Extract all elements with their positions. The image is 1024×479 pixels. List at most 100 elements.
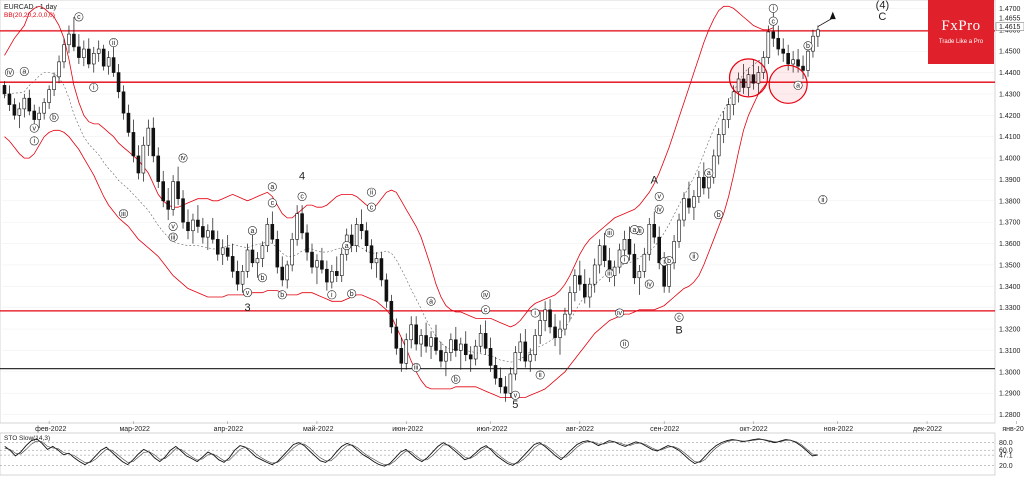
wave-degree-label: 4 (299, 170, 305, 182)
candle-body (439, 350, 443, 362)
wave-label-ring (714, 210, 724, 220)
wave-label: b (350, 291, 354, 298)
wave-label: i (33, 138, 35, 145)
wave-label-ring (535, 370, 545, 380)
candle-body (468, 354, 473, 360)
candle-body (305, 232, 309, 253)
candle-body (315, 260, 319, 268)
wave-label-ring (619, 255, 629, 265)
candle-body (498, 377, 503, 388)
candle-body (449, 339, 453, 353)
wave-label: v (246, 290, 250, 297)
candle-body (632, 253, 637, 279)
candle-body (245, 249, 250, 272)
candle-body (7, 93, 12, 105)
wave-label-ring (168, 232, 178, 242)
wave-label-ring (426, 296, 436, 306)
candle-body (176, 181, 180, 199)
highlight-circle (728, 58, 769, 98)
candle-body (349, 234, 354, 247)
candle-body (151, 127, 156, 157)
time-tick-label: авг-2022 (566, 426, 594, 433)
candle-body (637, 271, 642, 279)
candle-body (280, 266, 285, 281)
time-tick-label: июн-2022 (392, 426, 423, 433)
candle-body (424, 335, 428, 347)
wave-label-ring (277, 290, 287, 300)
candle-body (389, 300, 394, 328)
candle-body (196, 219, 200, 227)
highlight-circle (768, 64, 808, 104)
candle-body (87, 48, 91, 65)
candle-body (523, 341, 528, 362)
wave-label-ring (619, 339, 629, 349)
candle-body (156, 155, 161, 182)
candle-body (52, 76, 56, 90)
candle-body (22, 97, 27, 110)
wave-label-ring (267, 182, 277, 192)
candle-body (141, 144, 146, 174)
wave-label-ring (768, 16, 778, 26)
candle-body (131, 132, 136, 157)
candle-body (796, 59, 800, 67)
wave-label-ring (109, 38, 119, 48)
candle-body (573, 275, 577, 294)
wave-label: a (251, 228, 255, 235)
wave-label-ring (367, 202, 377, 212)
wave-label-ring (119, 209, 129, 219)
wave-label: i (772, 6, 774, 13)
wave-label-ring (605, 228, 615, 238)
time-tick-label: сен-2022 (650, 426, 679, 433)
candle-body (771, 31, 776, 39)
candle-body (285, 264, 289, 281)
candle-body (463, 343, 468, 356)
wave-label: v (32, 125, 36, 132)
candle-body (587, 283, 592, 298)
candle-body (642, 253, 647, 272)
wave-label-ring (654, 204, 664, 214)
candle-body (776, 38, 781, 50)
wave-degree-label: 5 (512, 399, 518, 411)
wave-label: a (707, 170, 711, 177)
wave-degree-label: 3 (244, 302, 250, 314)
wave-label: b (717, 212, 721, 219)
current-price-label: 1.4615 (999, 24, 1021, 31)
wave-label: iv (647, 281, 653, 288)
candle-body (493, 365, 498, 379)
wave-label-ring (510, 390, 520, 400)
candle-body (409, 324, 413, 341)
wave-label-ring (247, 226, 257, 236)
wave-label-ring (74, 12, 84, 22)
candle-body (374, 258, 379, 264)
candle-body (37, 112, 41, 120)
wave-label-ring (297, 191, 307, 201)
price-tick-label: 1.3100 (999, 348, 1021, 355)
time-tick-label: фев-2022 (35, 426, 66, 433)
wave-label-ring (481, 290, 491, 300)
wave-label: iii (171, 234, 176, 241)
candle-body (96, 48, 101, 54)
candle-body (419, 335, 423, 345)
candle-body (746, 74, 751, 88)
time-tick-label: дек-2022 (913, 426, 942, 433)
wave-label-ring (29, 136, 39, 146)
wave-label: iv (483, 292, 489, 299)
price-tick-label: 1.3400 (999, 284, 1021, 291)
candle-body (726, 104, 731, 120)
wave-label-ring (411, 362, 421, 372)
candle-body (265, 224, 270, 247)
candle-body (478, 333, 483, 347)
candle-body (369, 245, 374, 264)
candle-body (647, 224, 652, 255)
candle-body (801, 65, 805, 71)
wave-label: iv (7, 70, 13, 77)
wave-label: i (624, 257, 626, 264)
price-tick-label: 1.3000 (999, 369, 1021, 376)
wave-label: i (331, 292, 333, 299)
candle-body (290, 238, 294, 266)
candle-body (597, 245, 602, 266)
candle-body (518, 341, 523, 353)
wave-label-ring (674, 312, 684, 322)
wave-label: b (667, 258, 671, 265)
candle-body (186, 221, 190, 232)
